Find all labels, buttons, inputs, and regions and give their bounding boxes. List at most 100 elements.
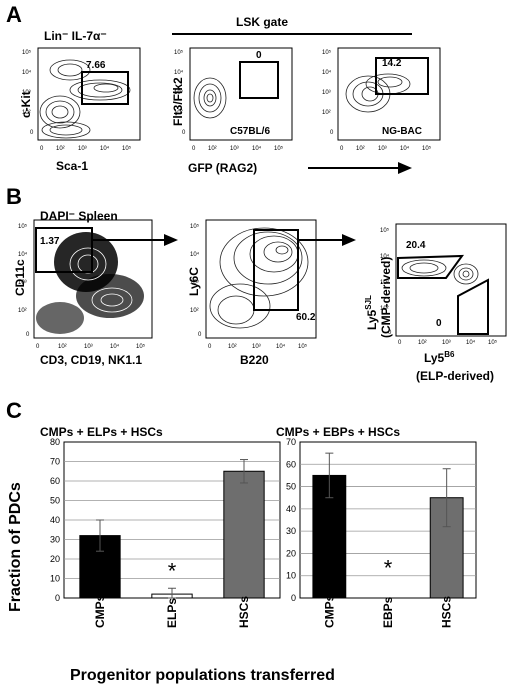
panel-b-letter: B: [6, 184, 22, 209]
svg-text:10²: 10²: [56, 146, 65, 152]
y-tick-label: 0: [55, 593, 60, 603]
svg-text:0: 0: [398, 340, 402, 346]
x-axis-label: CD3, CD19, NK1.1: [40, 353, 142, 367]
svg-text:10⁵: 10⁵: [190, 223, 200, 230]
y-tick-label: 10: [286, 571, 296, 581]
panel-a-plot2: 0 C57BL/6 Flt3/Flk2 10⁵ 10⁴ 10³ 10² 0 0 …: [171, 47, 293, 152]
gate-value: 20.4: [406, 240, 426, 251]
svg-text:10³: 10³: [190, 280, 199, 286]
x-tick-label: CMPs: [322, 594, 336, 628]
svg-text:10²: 10²: [22, 110, 31, 116]
svg-text:10³: 10³: [380, 280, 389, 286]
svg-text:0: 0: [30, 130, 34, 136]
contour-density: [401, 259, 479, 285]
y-tick-labels: 10⁵ 10⁴ 10³ 10² 0: [18, 223, 30, 338]
svg-text:10⁴: 10⁴: [18, 251, 28, 258]
svg-text:10³: 10³: [230, 146, 239, 152]
x-tick-labels: 0 10² 10³ 10⁴ 10⁵: [40, 145, 132, 152]
gate-value: 0: [436, 318, 442, 329]
contour-density: [193, 77, 227, 119]
svg-text:10³: 10³: [252, 344, 261, 350]
y-tick-label: 60: [50, 476, 60, 486]
svg-text:10²: 10²: [174, 110, 183, 116]
bar-hscs: [223, 470, 265, 599]
y-axis-label: Flt3/Flk2: [171, 77, 185, 126]
svg-text:10³: 10³: [22, 90, 31, 96]
svg-text:0: 0: [192, 146, 196, 152]
arrow-right-icon: [92, 234, 178, 246]
x-axis-label: Ly5B6: [424, 350, 455, 365]
svg-text:10⁴: 10⁴: [276, 343, 286, 350]
panel-b-plot3: 20.4 0 Ly5SJL (CMP-derived) Ly5B6 (ELP-d…: [364, 223, 507, 383]
svg-text:10⁴: 10⁴: [322, 69, 332, 76]
y-tick-labels: 10⁵ 10⁴ 10³ 10² 0: [22, 49, 34, 136]
x-tick-label: ELPs: [165, 598, 179, 628]
x-axis-sublabel: (ELP-derived): [416, 369, 494, 383]
chart-title: CMPs + ELPs + HSCs: [40, 425, 163, 439]
gate-value: 1.37: [40, 236, 60, 247]
svg-text:Ly5SJL: Ly5SJL: [364, 295, 379, 330]
error-bar: [168, 587, 176, 599]
svg-text:10²: 10²: [228, 344, 237, 350]
panel-c-letter: C: [6, 398, 22, 423]
y-axis-label: c-Kit: [19, 91, 33, 118]
y-tick-label: 20: [286, 548, 296, 558]
y-axis-label: Ly5SJL (CMP-derived): [364, 257, 393, 338]
panel-c-ylabel: Fraction of PDCs: [7, 482, 24, 612]
svg-text:10⁵: 10⁵: [298, 343, 308, 350]
x-tick-labels: 0 10² 10³ 10⁴ 10⁵: [340, 145, 432, 152]
y-tick-label: 30: [286, 526, 296, 536]
bar-chart-ebps: CMPs + EBPs + HSCs 0 10 20 30 40 50 60 70 CMPs EBP…: [276, 425, 477, 628]
significance-marker: *: [384, 556, 393, 581]
gate-box: [35, 227, 93, 273]
x-tick-label: HSCs: [237, 596, 251, 628]
y-tick-label: 0: [291, 593, 296, 603]
svg-text:10²: 10²: [356, 146, 365, 152]
y-axis-label: Ly6C: [187, 267, 201, 296]
svg-text:10⁵: 10⁵: [174, 49, 184, 56]
svg-text:10⁵: 10⁵: [380, 227, 390, 234]
strain-label: C57BL/6: [230, 126, 270, 137]
svg-text:10³: 10³: [322, 90, 331, 96]
panel-a-lsk-label: LSK gate: [236, 15, 288, 29]
panel-b-plot1-title: DAPI⁻ Spleen: [40, 209, 118, 223]
svg-text:0: 0: [330, 130, 334, 136]
svg-text:10⁴: 10⁴: [190, 251, 200, 258]
svg-text:10³: 10³: [18, 280, 27, 286]
svg-text:0: 0: [182, 130, 186, 136]
y-tick-label: 20: [50, 554, 60, 564]
y-tick-labels: 10⁵ 10⁴ 10³ 10² 0: [380, 227, 392, 336]
svg-text:10²: 10²: [190, 308, 199, 314]
panel-a-plot1: 7.66 c-Kit Sca-1 10⁵ 10⁴ 10³ 10² 0 0 10²…: [19, 47, 141, 173]
svg-text:10⁴: 10⁴: [380, 253, 390, 260]
y-tick-label: 50: [50, 496, 60, 506]
y-tick-labels: 10⁵ 10⁴ 10³ 10² 0: [322, 49, 334, 136]
error-bar: [325, 452, 334, 499]
gate-value: 7.66: [86, 60, 106, 71]
svg-text:0: 0: [26, 332, 30, 338]
x-axis-label: B220: [240, 353, 269, 367]
panel-b-plot2: 60.2 Ly6C B220 10⁵ 10⁴ 10³ 10² 0 0 10² 1…: [187, 219, 317, 367]
y-tick-label: 50: [286, 482, 296, 492]
x-tick-label: HSCs: [440, 596, 454, 628]
panel-c-xlabel: Progenitor populations transferred: [70, 667, 335, 684]
svg-text:10³: 10³: [442, 340, 451, 346]
y-tick-label: 40: [286, 504, 296, 514]
panel-a-plot3: 14.2 NG-BAC 10⁵ 10⁴ 10³ 10² 0 0 10² 10³ …: [322, 47, 441, 152]
scatter-density: [36, 232, 144, 334]
svg-text:10⁴: 10⁴: [110, 343, 120, 350]
gate-polygon: [457, 278, 489, 335]
gate-box: [375, 57, 429, 95]
y-tick-labels: 10⁵ 10⁴ 10³ 10² 0: [174, 49, 186, 136]
significance-marker: *: [168, 559, 177, 584]
svg-text:10⁴: 10⁴: [22, 69, 32, 76]
svg-text:10⁵: 10⁵: [22, 49, 32, 56]
gate-polygon: [397, 254, 465, 279]
y-tick-label: 70: [286, 437, 296, 447]
svg-text:10²: 10²: [322, 110, 331, 116]
panel-a-plot1-title: Lin⁻ IL-7α⁻: [44, 29, 107, 43]
gate-box: [81, 71, 129, 105]
contour-density: [209, 227, 309, 329]
svg-text:(CMP-derived): (CMP-derived): [379, 257, 393, 338]
y-tick-label: 70: [50, 457, 60, 467]
